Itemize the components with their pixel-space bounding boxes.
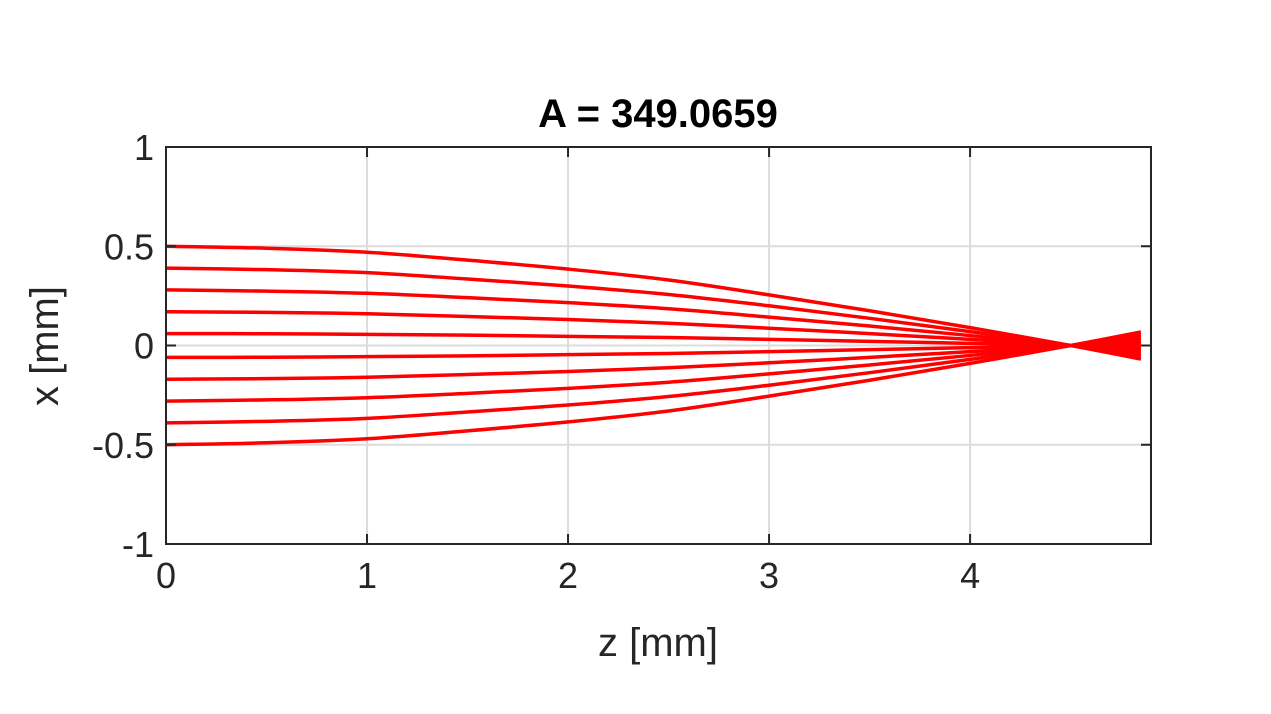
y-tick-label: 0.5 [104, 226, 154, 267]
series-line [165, 310, 1142, 352]
axis-ticks [165, 146, 1151, 545]
series-line [165, 330, 1142, 447]
series-lines [165, 244, 1142, 447]
y-tick-label: 1 [134, 127, 154, 168]
x-axis-label: z [mm] [598, 621, 718, 665]
y-axis-label: x [mm] [23, 286, 67, 406]
series-line [165, 342, 1141, 360]
y-tick-label: 0 [134, 326, 154, 367]
x-tick-label: 3 [759, 555, 779, 596]
series-line [165, 336, 1142, 403]
series-line [165, 288, 1142, 355]
series-line [165, 339, 1142, 381]
x-tick-labels: 0 1 2 3 4 [156, 555, 980, 596]
series-line [165, 331, 1141, 349]
series-line [165, 333, 1142, 425]
x-tick-label: 1 [357, 555, 377, 596]
x-tick-label: 4 [960, 555, 980, 596]
series-line [165, 244, 1142, 361]
series-line [165, 266, 1142, 358]
y-tick-label: -1 [122, 524, 154, 565]
x-tick-label: 0 [156, 555, 176, 596]
y-tick-label: -0.5 [92, 425, 154, 466]
y-tick-labels: -1 -0.5 0 0.5 1 [92, 127, 154, 565]
chart-title: A = 349.0659 [538, 92, 778, 136]
x-tick-label: 2 [558, 555, 578, 596]
